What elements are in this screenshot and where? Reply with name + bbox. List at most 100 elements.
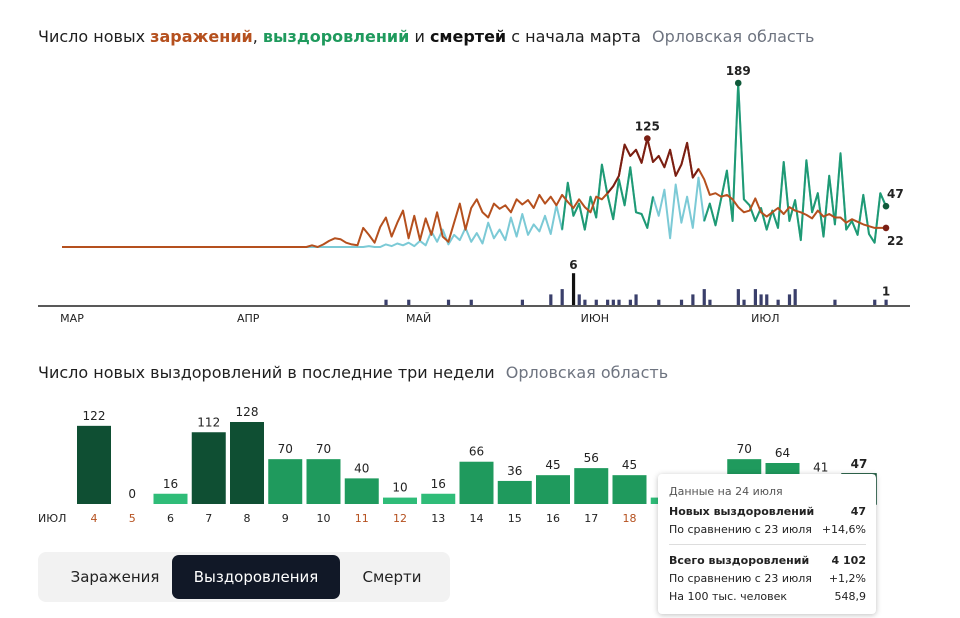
recovery-bar[interactable]	[612, 475, 647, 504]
death-bar	[736, 289, 740, 305]
bar-value-label: 70	[737, 442, 752, 456]
bar-category-label: 9	[282, 512, 289, 525]
bar-value-label: 0	[128, 487, 136, 501]
tooltip-divider	[669, 544, 866, 545]
recovery-bar[interactable]	[536, 475, 570, 504]
bar-value-label: 45	[545, 458, 560, 472]
annotation-dot	[882, 224, 890, 232]
death-bar	[594, 299, 598, 305]
bar-value-label: 122	[83, 409, 106, 423]
month-label: ИЮЛ	[751, 312, 779, 325]
recovery-bar[interactable]	[230, 422, 264, 504]
death-bar	[407, 299, 411, 305]
title-word-recoveries: выздоровлений	[262, 27, 410, 46]
death-bar	[657, 299, 661, 305]
tooltip-row-per100: На 100 тыс. человек 548,9	[669, 590, 866, 603]
recovery-bar[interactable]	[421, 493, 456, 504]
recovery-bar[interactable]	[77, 425, 111, 504]
death-annotation: 6	[569, 258, 577, 272]
death-bar	[708, 299, 712, 305]
death-bar	[446, 299, 451, 305]
death-bar	[617, 299, 621, 305]
annotation-label: 47	[887, 187, 904, 201]
bar-category-label: 17	[584, 512, 598, 525]
death-bar	[702, 289, 706, 305]
bar-category-label: 14	[470, 512, 484, 525]
death-bar	[577, 294, 581, 305]
month-label: МАР	[60, 312, 84, 325]
death-bar	[884, 299, 888, 305]
infections-line	[62, 137, 886, 248]
bar-category-label: 11	[355, 512, 369, 525]
death-bar	[776, 299, 780, 305]
death-bar	[742, 299, 746, 305]
recovery-bar[interactable]	[191, 432, 226, 504]
tab-recoveries[interactable]: Выздоровления	[172, 555, 340, 599]
tooltip-row-new: Новых выздоровлений 47	[669, 505, 866, 518]
month-label: МАЙ	[406, 312, 431, 325]
title-word-deaths: смертей	[429, 27, 507, 46]
bar-category-label: 7	[205, 512, 212, 525]
recovery-bar[interactable]	[344, 478, 379, 504]
tab-infections[interactable]: Заражения	[70, 568, 160, 586]
region-label: Орловская область	[652, 27, 815, 46]
recovery-bar[interactable]	[153, 493, 188, 504]
main-line-chart[interactable]: МАР АПР МАЙ ИЮН ИЮЛ 125 189 47 22 6 1	[0, 0, 960, 340]
recovery-bar[interactable]	[497, 480, 532, 504]
death-bar	[787, 294, 792, 305]
annotation-dot	[734, 79, 742, 87]
bar-value-label: 41	[813, 461, 828, 475]
death-bar	[520, 299, 525, 305]
tooltip-date: Данные на 24 июля	[669, 485, 783, 498]
annotation-dot	[644, 135, 651, 142]
metric-tabs: Заражения Выздоровления Смерти	[38, 552, 450, 602]
data-tooltip: Данные на 24 июля Новых выздоровлений 47…	[658, 474, 876, 614]
bar-value-label: 66	[469, 445, 484, 459]
recovery-bar[interactable]	[574, 468, 609, 504]
bar-value-label: 16	[431, 477, 446, 491]
recoveries-line-highlight	[561, 163, 654, 231]
bar-category-label: 8	[244, 512, 251, 525]
death-bar	[611, 299, 615, 305]
bar-category-label: 6	[167, 512, 174, 525]
death-bar	[873, 299, 877, 305]
recoveries-line	[62, 82, 887, 248]
bar-category-label: 15	[508, 512, 522, 525]
tooltip-row-cmp1: По сравнению с 23 июля +14,6%	[669, 523, 866, 536]
tooltip-row-cmp2: По сравнению с 23 июля +1,2%	[669, 572, 866, 585]
month-label: АПР	[237, 312, 260, 325]
bar-category-label: 10	[317, 512, 331, 525]
tooltip-row-total: Всего выздоровлений 4 102	[669, 554, 866, 567]
recovery-bar[interactable]	[268, 459, 303, 504]
recovery-bar[interactable]	[383, 497, 417, 504]
bar-category-label: 4	[91, 512, 98, 525]
death-bar	[753, 289, 757, 305]
bar-value-label: 47	[851, 457, 868, 471]
recovery-bar[interactable]	[306, 459, 341, 504]
death-bar	[384, 299, 388, 305]
annotation-label: 125	[635, 120, 660, 134]
bar-category-label: 16	[546, 512, 560, 525]
death-bar	[833, 299, 837, 305]
death-bar	[469, 299, 473, 305]
death-bar	[634, 294, 638, 305]
death-bar	[549, 294, 553, 305]
death-bar	[679, 299, 684, 305]
bar-value-label: 128	[236, 405, 259, 419]
death-bar	[571, 273, 576, 305]
recovery-bar[interactable]	[459, 461, 494, 504]
month-label: ИЮН	[581, 312, 609, 325]
death-bar	[628, 299, 632, 305]
region-label-2: Орловская область	[505, 363, 669, 382]
bar-value-label: 70	[278, 442, 293, 456]
tab-deaths[interactable]: Смерти	[362, 568, 422, 586]
death-bar	[606, 299, 610, 305]
bar-value-label: 10	[392, 481, 407, 495]
death-bar	[765, 294, 769, 305]
bar-value-label: 70	[316, 442, 331, 456]
bar-value-label: 112	[197, 415, 220, 429]
annotation-dot	[882, 202, 890, 210]
bar-value-label: 36	[507, 464, 522, 478]
bar-value-label: 40	[354, 461, 369, 475]
infections-line-highlight	[606, 137, 700, 194]
